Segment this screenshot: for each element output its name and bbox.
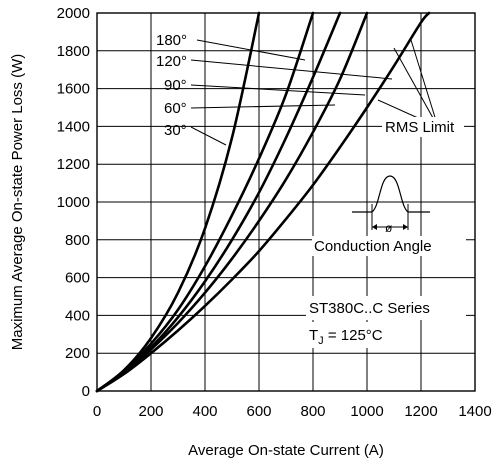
leader-30 [191, 127, 226, 145]
conduction-angle-label: Conduction Angle [314, 238, 432, 255]
x-tick-label: 0 [93, 403, 101, 420]
x-tick-label: 800 [300, 403, 325, 420]
series-name-label: ST380C..C Series [309, 300, 430, 317]
y-tick-label: 200 [65, 345, 90, 362]
half-sine-waveform-icon [352, 176, 430, 212]
series-label-180: 180° [156, 32, 187, 49]
y-tick-label: 0 [82, 383, 90, 400]
x-tick-label: 1000 [350, 403, 383, 420]
x-tick-label: 1400 [458, 403, 491, 420]
leader-90 [191, 85, 365, 95]
series-label-60: 60° [164, 100, 187, 117]
rms-limit-label: RMS Limit [385, 119, 455, 136]
leader-rms-a [394, 48, 438, 127]
conduction-angle-diagram: ø Conduction Angle [312, 176, 466, 256]
phi-symbol: ø [385, 221, 393, 235]
series-label-120: 120° [156, 53, 187, 70]
y-axis-title: Maximum Average On-state Power Loss (W) [9, 54, 26, 350]
y-tick-label: 1200 [57, 156, 90, 173]
x-tick-label: 400 [192, 403, 217, 420]
y-tick-label: 600 [65, 270, 90, 287]
arrow-left-icon [372, 224, 377, 230]
x-tick-label: 600 [246, 403, 271, 420]
y-tick-label: 1600 [57, 81, 90, 98]
x-tick-labels: 0 200 400 600 800 1000 1200 1400 [93, 403, 492, 420]
y-tick-label: 1800 [57, 43, 90, 60]
arrow-right-icon [403, 224, 408, 230]
series-label-30: 30° [164, 122, 187, 139]
y-tick-labels: 0 200 400 600 800 1000 1200 1400 1600 1800 2000 [57, 5, 90, 400]
x-axis-title: Average On-state Current (A) [188, 442, 384, 459]
y-tick-label: 800 [65, 232, 90, 249]
x-tick-label: 1200 [404, 403, 437, 420]
leader-rms-c [411, 40, 438, 127]
y-tick-label: 2000 [57, 5, 90, 22]
y-tick-label: 400 [65, 307, 90, 324]
y-tick-label: 1000 [57, 194, 90, 211]
x-tick-label: 200 [138, 403, 163, 420]
y-tick-label: 1400 [57, 118, 90, 135]
series-label-90: 90° [164, 77, 187, 94]
